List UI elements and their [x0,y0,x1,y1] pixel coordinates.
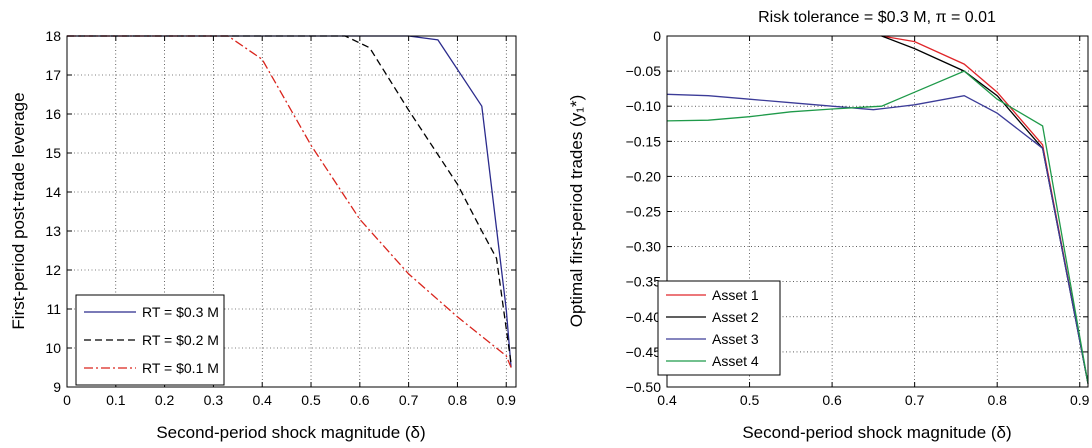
right-chart: 0.4 0.5 0.6 0.7 0.8 0.9 0 −0.05 −0.10 −0.15 −0.20 −… [567,9,1090,442]
y-tick-label: −0.10 [626,98,662,114]
right-legend: Asset 1 Asset 2 Asset 3 Asset 4 [657,280,781,376]
x-tick-label: 0.8 [987,392,1007,408]
y-tick-label: −0.25 [626,204,662,220]
y-tick-label: 0 [653,28,661,44]
legend-label: Asset 4 [712,353,759,369]
right-title: Risk tolerance = $0.3 M, π = 0.01 [758,9,996,26]
y-tick-label: 9 [53,379,61,395]
series-line-4 [666,70,1089,384]
x-tick-label: 0.3 [204,392,224,408]
series-line-3 [666,93,1089,384]
y-tick-label: −0.40 [626,309,662,325]
x-tick-label: 0.8 [448,392,468,408]
y-tick-label: −0.50 [626,379,662,395]
left-chart: 0 0.1 0.2 0.3 0.4 0.5 0.6 0.7 0.8 0.9 9 10 11 12 13 14 1… [9,28,517,442]
y-tick-label: 12 [45,262,61,278]
left-legend: RT = $0.3 M RT = $0.2 M RT = $0.1 M [75,294,225,386]
x-tick-label: 0 [63,392,71,408]
y-tick-label: −0.45 [626,344,662,360]
left-xlabel: Second-period shock magnitude (δ) [156,423,425,442]
y-tick-label: 17 [45,67,61,83]
y-tick-label: 18 [45,28,61,44]
x-tick-label: 0.6 [350,392,370,408]
y-tick-label: 14 [45,184,61,200]
left-plot-frame [66,35,517,388]
x-tick-label: 0.1 [106,392,126,408]
legend-label: Asset 2 [712,309,759,325]
x-tick-label: 0.2 [155,392,175,408]
x-tick-label: 0.6 [822,392,842,408]
legend-label: RT = $0.1 M [142,360,219,376]
legend-box [657,280,781,376]
legend-label: Asset 1 [712,287,759,303]
y-tick-label: 13 [45,223,61,239]
right-series-lines [666,35,1089,384]
x-tick-label: 0.9 [497,392,517,408]
y-tick-label: 15 [45,145,61,161]
x-tick-label: 0.5 [740,392,760,408]
x-tick-label: 0.7 [399,392,419,408]
y-tick-label: −0.15 [626,133,662,149]
x-tick-label: 0.4 [657,392,677,408]
x-tick-label: 0.7 [905,392,925,408]
legend-label: Asset 3 [712,331,759,347]
y-tick-label: −0.20 [626,168,662,184]
right-xlabel: Second-period shock magnitude (δ) [742,423,1011,442]
y-tick-label: −0.30 [626,239,662,255]
y-tick-label: 11 [46,301,61,317]
x-tick-label: 0.4 [252,392,272,408]
x-tick-label: 0.5 [301,392,321,408]
y-tick-label: −0.05 [626,63,662,79]
left-ticks: 0 0.1 0.2 0.3 0.4 0.5 0.6 0.7 0.8 0.9 9 10 11 12 13 14 1… [45,28,516,408]
left-ylabel: First-period post-trade leverage [9,92,28,329]
y-tick-label: 10 [45,340,61,356]
y-tick-label: −0.35 [626,274,662,290]
right-ticks: 0.4 0.5 0.6 0.7 0.8 0.9 0 −0.05 −0.10 −0.15 −0.20 −… [626,28,1090,408]
right-ylabel: Optimal first-period trades (y₁*) [567,95,586,327]
y-tick-label: 16 [45,106,61,122]
legend-label: RT = $0.3 M [142,304,219,320]
legend-label: RT = $0.2 M [142,332,219,348]
x-tick-label: 0.9 [1070,392,1090,408]
